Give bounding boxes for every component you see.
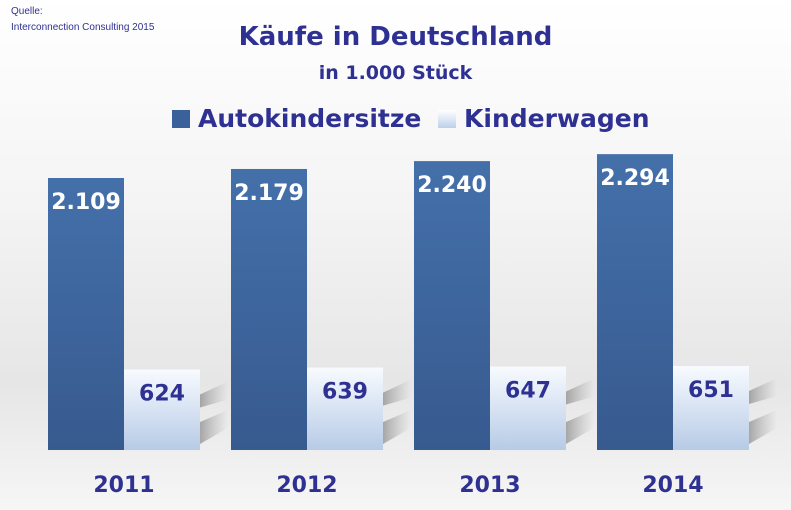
bar-shadow [383, 379, 411, 406]
x-tick-label: 2013 [459, 473, 520, 498]
bar-autokindersitze-2013 [414, 161, 490, 450]
bar-shadow [749, 378, 777, 405]
bar-kinderwagen-2014 [673, 366, 749, 450]
data-label: 651 [688, 378, 734, 403]
legend-item-kinderwagen: Kinderwagen [438, 104, 650, 133]
chart-title: Käufe in Deutschland [238, 22, 553, 52]
bar-kinderwagen-2012 [307, 367, 383, 450]
x-tick-label: 2012 [276, 473, 337, 498]
bar-shadow [383, 410, 411, 444]
chart-subtitle: in 1.000 Stück [318, 62, 473, 84]
data-label: 2.109 [51, 190, 121, 215]
data-label: 2.294 [600, 166, 670, 191]
data-label: 639 [322, 380, 368, 405]
legend-swatch-dark [172, 109, 190, 128]
data-label: 647 [505, 379, 551, 404]
bar-kinderwagen-2013 [490, 366, 566, 450]
legend-swatch-light [438, 109, 456, 128]
bar-shadow [566, 410, 594, 444]
bar-shadow [749, 410, 777, 444]
bar-shadow [200, 381, 228, 408]
bar-kinderwagen-2011 [124, 369, 200, 450]
bar-shadow [566, 378, 594, 405]
data-label: 2.179 [234, 181, 304, 206]
x-tick-label: 2011 [93, 473, 154, 498]
data-label: 624 [139, 382, 185, 407]
bar-autokindersitze-2014 [597, 154, 673, 450]
data-label: 2.240 [417, 173, 487, 198]
bar-autokindersitze-2011 [48, 178, 124, 450]
legend-label: Autokindersitze [198, 104, 422, 133]
legend-label: Kinderwagen [464, 104, 650, 133]
source-text: Interconnection Consulting 2015 [11, 22, 155, 33]
source-label: Quelle: [11, 6, 43, 17]
bar-shadow [200, 410, 228, 444]
bar-autokindersitze-2012 [231, 168, 307, 450]
x-tick-label: 2014 [642, 473, 703, 498]
legend-item-autokindersitze: Autokindersitze [172, 104, 421, 133]
